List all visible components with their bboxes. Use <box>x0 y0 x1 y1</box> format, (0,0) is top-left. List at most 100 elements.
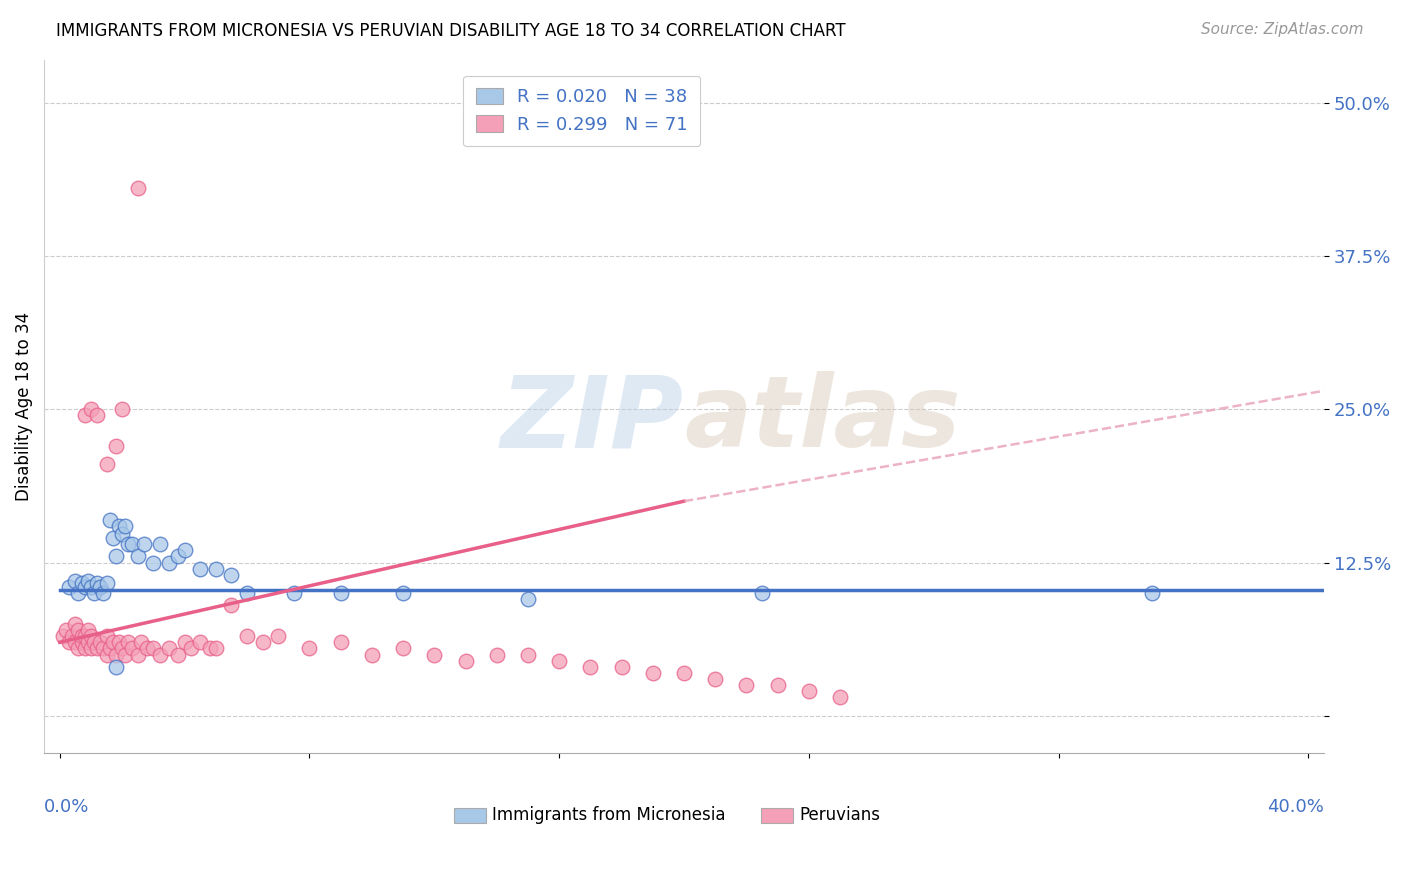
Point <box>108 635 131 649</box>
Point <box>548 654 571 668</box>
Text: 0.0%: 0.0% <box>44 797 90 815</box>
Point <box>96 576 118 591</box>
Point <box>423 648 446 662</box>
Text: Source: ZipAtlas.com: Source: ZipAtlas.com <box>1201 22 1364 37</box>
Point <box>60 629 83 643</box>
Point <box>73 409 96 423</box>
Point <box>127 181 149 195</box>
Point <box>76 574 98 588</box>
Point <box>751 586 773 600</box>
Point <box>73 580 96 594</box>
Point <box>173 635 195 649</box>
Point <box>93 641 115 656</box>
Y-axis label: Disability Age 18 to 34: Disability Age 18 to 34 <box>15 311 32 500</box>
Point <box>104 439 127 453</box>
Point <box>121 641 143 656</box>
Point <box>198 641 221 656</box>
Point <box>157 641 180 656</box>
Point <box>329 586 352 600</box>
Point <box>579 660 602 674</box>
Point <box>70 576 93 591</box>
Point <box>108 518 131 533</box>
Point <box>167 549 190 564</box>
Point <box>149 537 172 551</box>
Point <box>298 641 321 656</box>
Point <box>392 641 415 656</box>
Point <box>142 641 165 656</box>
Point <box>73 629 96 643</box>
Point <box>672 665 695 680</box>
Point <box>117 537 139 551</box>
Point <box>735 678 758 692</box>
Point <box>132 537 155 551</box>
Point <box>236 586 259 600</box>
Point <box>101 531 124 545</box>
Point <box>104 648 127 662</box>
Point <box>89 635 111 649</box>
Point <box>188 562 211 576</box>
Point <box>283 586 305 600</box>
Point <box>188 635 211 649</box>
Point <box>80 629 103 643</box>
Point <box>80 641 103 656</box>
Point <box>65 574 87 588</box>
Point <box>360 648 382 662</box>
Point <box>797 684 820 698</box>
FancyBboxPatch shape <box>454 808 485 823</box>
Point <box>704 672 727 686</box>
Point <box>121 537 143 551</box>
Point <box>76 623 98 637</box>
Point <box>86 641 108 656</box>
Point <box>86 409 108 423</box>
Point <box>52 629 75 643</box>
Point <box>73 641 96 656</box>
Point <box>180 641 202 656</box>
Point <box>67 623 90 637</box>
Point <box>221 599 243 613</box>
Point <box>104 549 127 564</box>
Point <box>1142 586 1164 600</box>
Point <box>67 641 90 656</box>
Point <box>101 635 124 649</box>
Point <box>142 556 165 570</box>
Point <box>127 648 149 662</box>
Text: 40.0%: 40.0% <box>1267 797 1324 815</box>
Point <box>149 648 172 662</box>
Point <box>58 580 80 594</box>
Point <box>516 592 538 607</box>
Point <box>221 567 243 582</box>
Point <box>76 635 98 649</box>
Point <box>454 654 477 668</box>
Point <box>173 543 195 558</box>
Point <box>267 629 290 643</box>
Point <box>117 635 139 649</box>
Text: atlas: atlas <box>683 371 960 468</box>
Point <box>157 556 180 570</box>
Point <box>98 641 121 656</box>
Point <box>516 648 538 662</box>
Point <box>96 458 118 472</box>
Point <box>136 641 159 656</box>
Point <box>67 586 90 600</box>
Point <box>83 586 105 600</box>
Point <box>641 665 664 680</box>
Point <box>610 660 633 674</box>
Point <box>204 641 226 656</box>
Text: IMMIGRANTS FROM MICRONESIA VS PERUVIAN DISABILITY AGE 18 TO 34 CORRELATION CHART: IMMIGRANTS FROM MICRONESIA VS PERUVIAN D… <box>56 22 846 40</box>
Point <box>65 616 87 631</box>
Text: Peruvians: Peruvians <box>799 806 880 824</box>
Point <box>55 623 77 637</box>
Point <box>766 678 789 692</box>
Point <box>70 629 93 643</box>
FancyBboxPatch shape <box>761 808 793 823</box>
Point <box>167 648 190 662</box>
Point <box>93 586 115 600</box>
Point <box>83 635 105 649</box>
Point <box>114 648 136 662</box>
Point <box>392 586 415 600</box>
Point <box>329 635 352 649</box>
Point <box>252 635 274 649</box>
Point <box>80 580 103 594</box>
Point <box>96 648 118 662</box>
Point <box>114 518 136 533</box>
